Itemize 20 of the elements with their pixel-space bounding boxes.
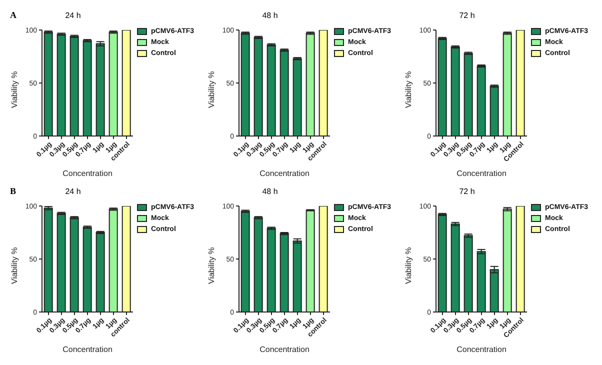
chart-title: 24 h (64, 187, 82, 196)
y-axis-title: Viability % (10, 247, 19, 284)
x-axis-title: Concentration (456, 169, 506, 178)
x-axis-title: Concentration (62, 345, 112, 354)
chart-title: 72 h (458, 11, 476, 20)
chart-title: 48 h (261, 187, 279, 196)
chart-title: 48 h (261, 11, 279, 20)
text: B (10, 186, 16, 196)
y-axis-title: Viability % (206, 247, 216, 284)
x-axis-title: Concentration (62, 169, 112, 178)
text: A (10, 10, 16, 20)
y-axis-title: Viability % (206, 71, 216, 108)
chart-title: 24 h (64, 11, 82, 20)
x-axis-title: Concentration (456, 345, 506, 354)
y-axis-title: Viability % (404, 247, 413, 284)
chart-title: 72 h (458, 187, 476, 196)
y-axis-title: Viability % (404, 71, 413, 108)
x-axis-title: Concentration (260, 169, 310, 178)
x-axis-title: Concentration (260, 345, 310, 354)
y-axis-title: Viability % (10, 71, 19, 108)
